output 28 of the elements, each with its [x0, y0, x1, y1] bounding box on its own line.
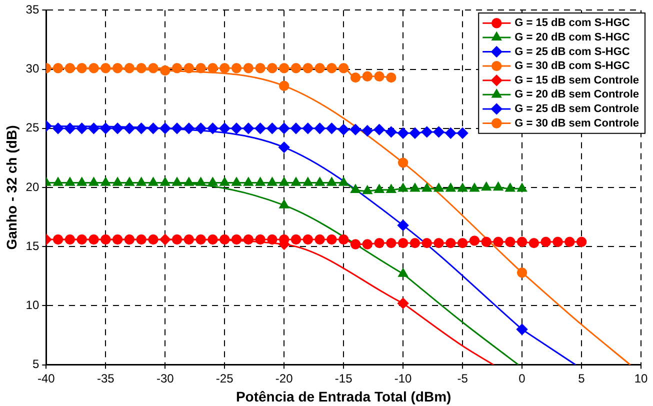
y-tick-label: 5	[32, 357, 40, 372]
legend-label: G = 25 dB sem Controle	[514, 102, 640, 115]
legend-label: G = 25 dB com S-HGC	[514, 46, 630, 58]
legend-label: G = 30 dB com S-HGC	[514, 60, 630, 72]
legend-label: G = 15 dB com S-HGC	[514, 17, 630, 30]
y-axis-title: Ganho - 32 ch (dB)	[3, 125, 20, 250]
y-tick-label: 35	[26, 2, 40, 17]
x-tick-label: 10	[634, 371, 648, 386]
x-tick-label: -15	[334, 371, 353, 386]
y-tick-label: 25	[26, 120, 40, 135]
y-tick-label: 10	[26, 298, 40, 312]
y-tick-label: 20	[26, 180, 40, 194]
legend-label: G = 30 dB sem Controle	[514, 117, 640, 130]
x-tick-label: -5	[457, 371, 468, 386]
legend-label: G = 20 dB sem Controle	[514, 88, 640, 101]
x-tick-label: -10	[394, 371, 412, 386]
x-tick-label: -30	[156, 371, 174, 386]
x-axis-title: Potência de Entrada Total (dBm)	[236, 388, 452, 404]
x-tick-label: -40	[37, 371, 56, 386]
x-tick-label: -35	[96, 371, 115, 386]
y-tick-label: 30	[26, 62, 40, 76]
legend-label: G = 20 dB com S-HGC	[514, 31, 630, 44]
x-tick-label: 5	[578, 371, 586, 386]
x-tick-label: -20	[275, 371, 294, 386]
x-tick-label: 0	[518, 371, 526, 386]
y-tick-label: 15	[26, 238, 40, 253]
legend-label: G = 15 dB sem Controle	[514, 74, 640, 86]
x-tick-label: -25	[216, 371, 234, 386]
